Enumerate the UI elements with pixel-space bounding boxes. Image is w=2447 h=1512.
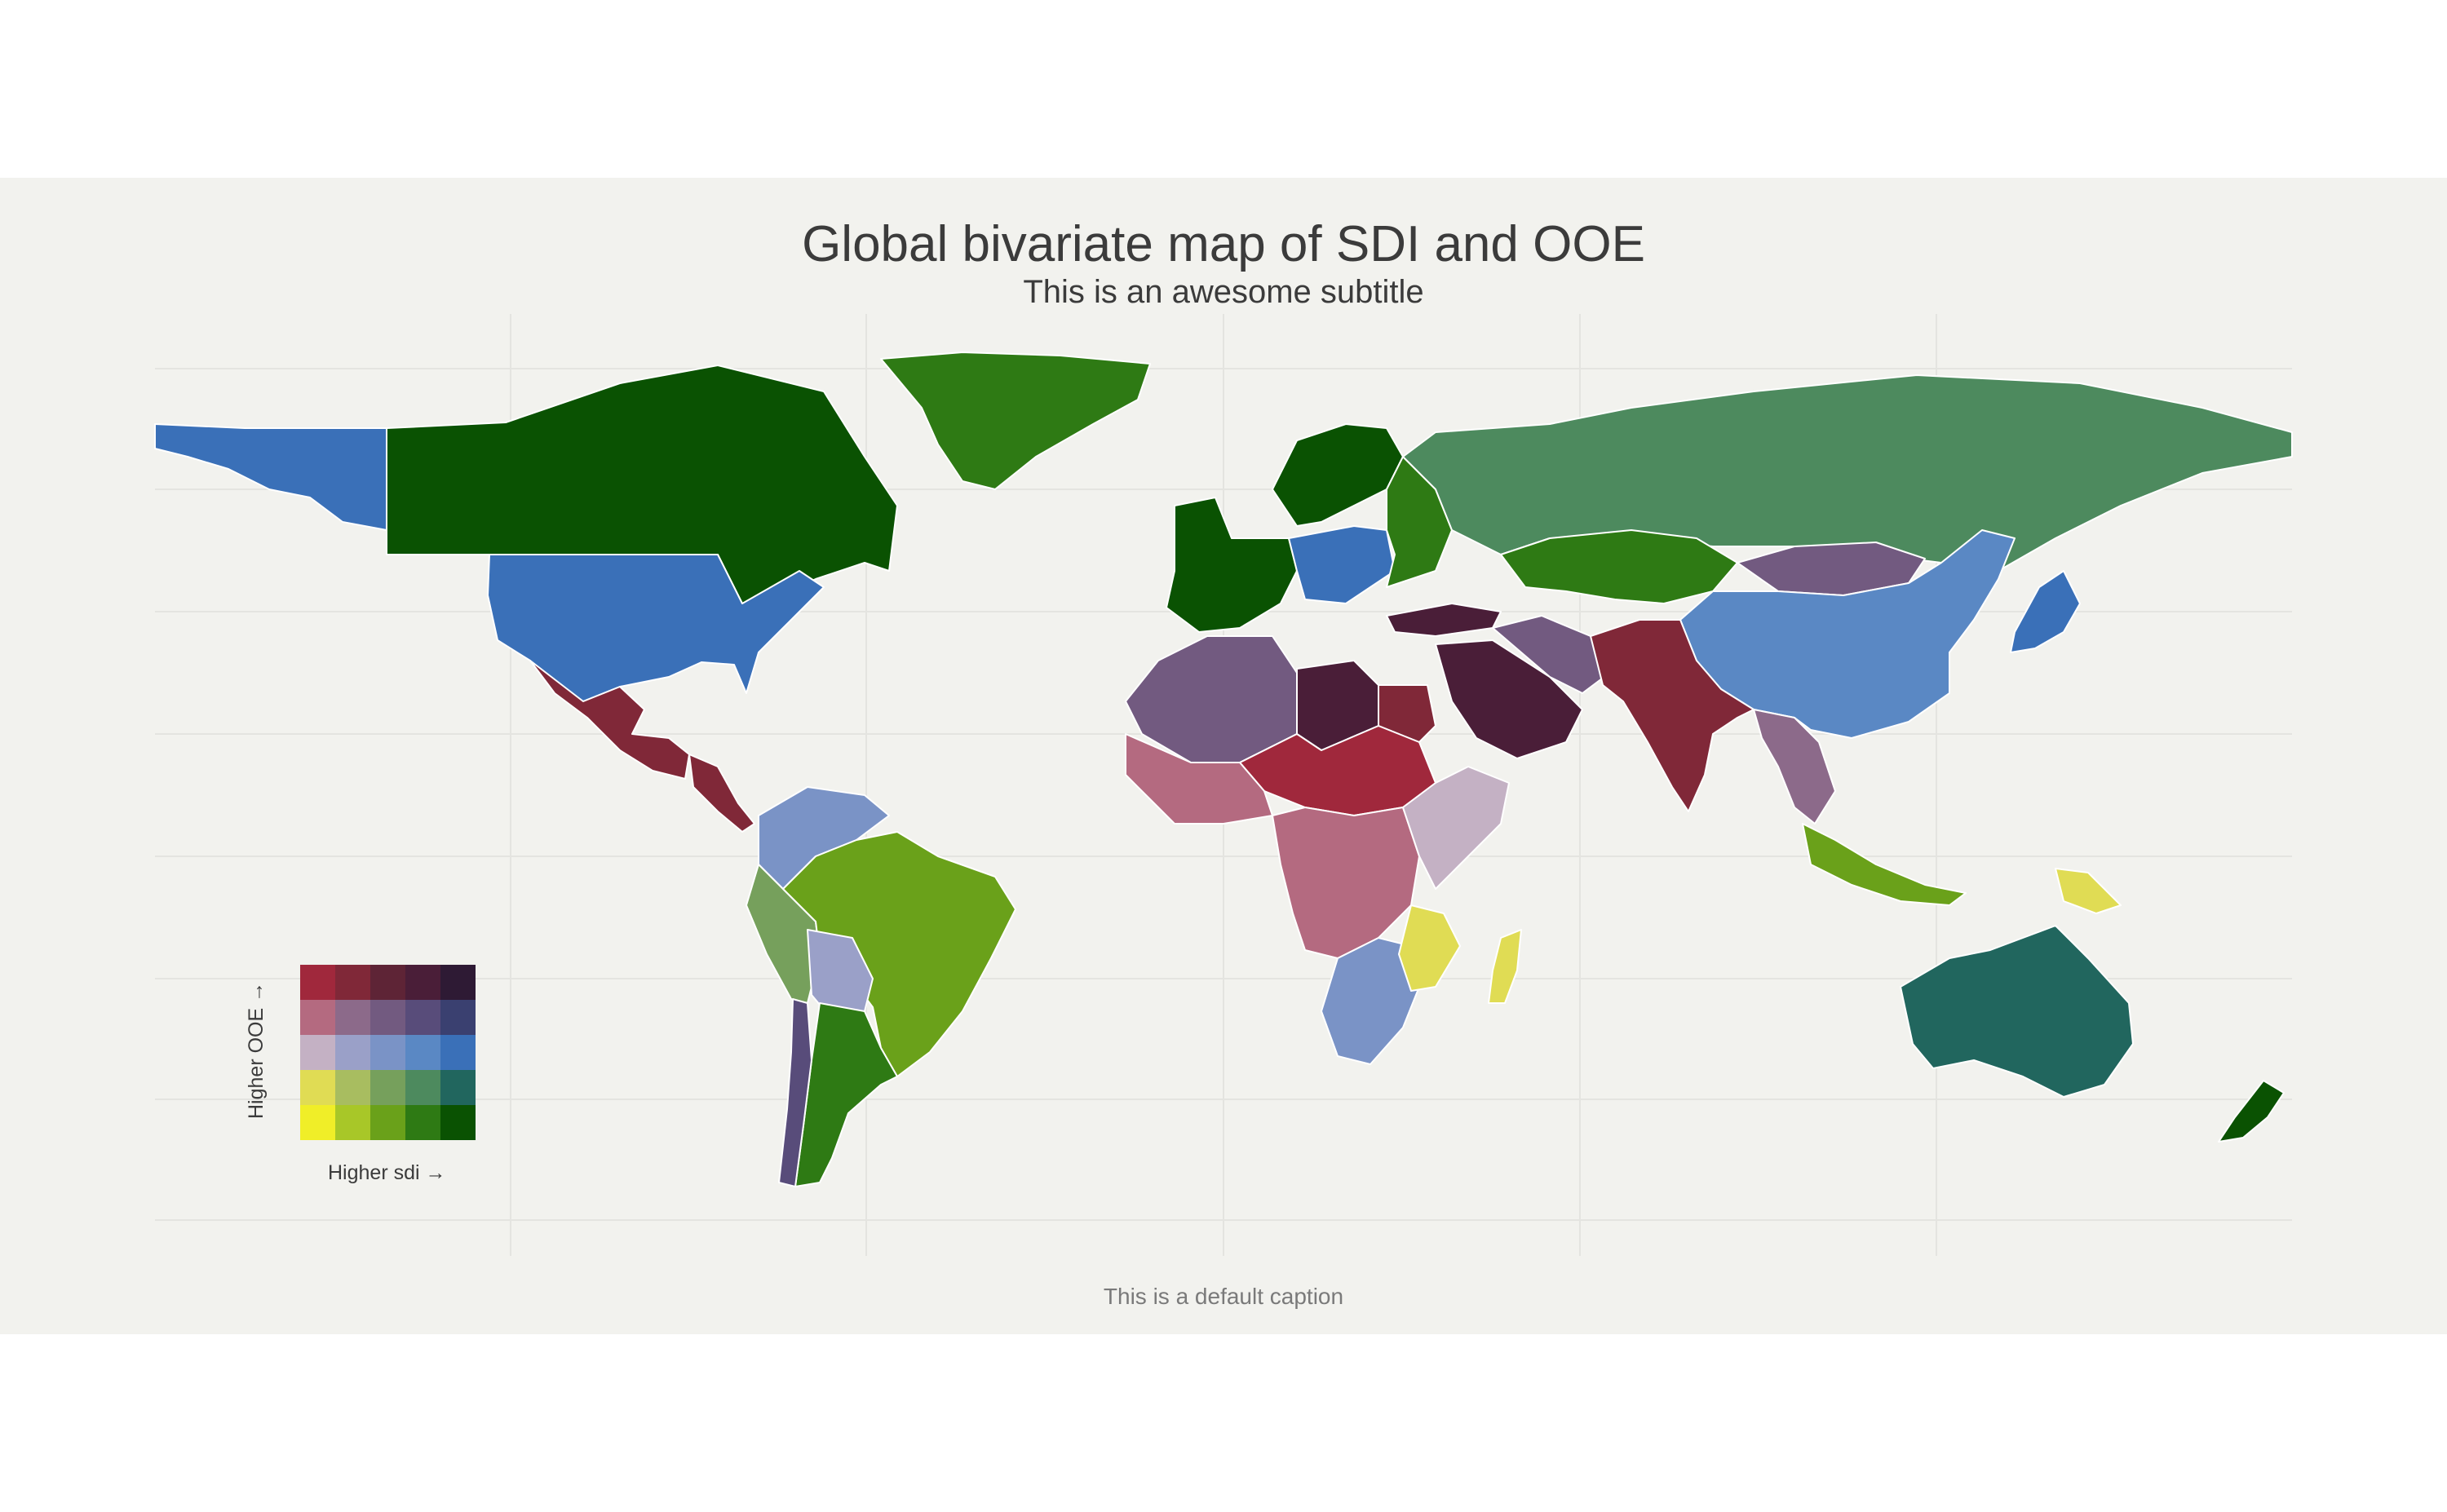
legend-cell [300,1000,335,1035]
region-madagascar [1488,929,1522,1004]
region-scandinavia [1272,423,1404,527]
legend-x-label: Higher sdi → [328,1161,446,1184]
legend-cell [300,1070,335,1105]
region-egypt [1378,684,1436,743]
legend-cell [440,1070,476,1105]
legend-cell [370,1105,405,1140]
region-chile [778,998,812,1187]
region-alaska [154,423,387,531]
legend-cell [370,1000,405,1035]
legend-cell [335,1035,370,1070]
legend-cell [370,1070,405,1105]
region-southeast-asia [1753,709,1836,825]
map-title: Global bivariate map of SDI and OOE [802,216,1645,272]
legend-cell [440,965,476,1000]
legend-cell [335,1105,370,1140]
region-west-africa [1125,733,1273,825]
legend-cell [440,1105,476,1140]
legend-cell [370,1035,405,1070]
legend-cell [335,1070,370,1105]
legend-cell [405,1070,440,1105]
legend-grid [300,965,476,1140]
legend-cell [405,965,440,1000]
region-greenland [880,351,1151,490]
region-south-asia [1590,619,1754,812]
region-new-zealand [2218,1080,2285,1143]
region-turkey [1386,603,1502,637]
legend-cell [335,1000,370,1035]
legend-cell [335,965,370,1000]
legend-cell [300,1105,335,1140]
legend-cell [405,1035,440,1070]
map-subtitle: This is an awesome subtitle [1023,274,1424,310]
legend-cell [300,1035,335,1070]
legend-cell [405,1105,440,1140]
region-mozambique [1398,904,1461,992]
land-layer [154,351,2293,1187]
region-papua-new-guinea [2055,868,2122,914]
legend-cell [370,965,405,1000]
legend-cell [440,1035,476,1070]
legend-cell [300,965,335,1000]
region-east-africa [1402,766,1510,890]
region-united-states [487,554,825,702]
region-russia [1402,374,2293,572]
legend-cell [405,1000,440,1035]
legend-y-label: Higher OOE → [245,981,268,1119]
region-central-europe [1288,525,1396,604]
region-central-america [688,754,755,833]
region-western-europe [1166,497,1298,633]
region-australia [1900,925,2134,1098]
region-north-africa-west [1125,635,1298,763]
region-indonesia [1802,823,1967,906]
region-japan [2010,570,2081,653]
map-caption: This is a default caption [1103,1284,1344,1309]
region-central-africa [1272,807,1420,959]
region-arabian-peninsula [1435,639,1583,759]
legend-cell [440,1000,476,1035]
region-southern-africa [1321,937,1420,1065]
